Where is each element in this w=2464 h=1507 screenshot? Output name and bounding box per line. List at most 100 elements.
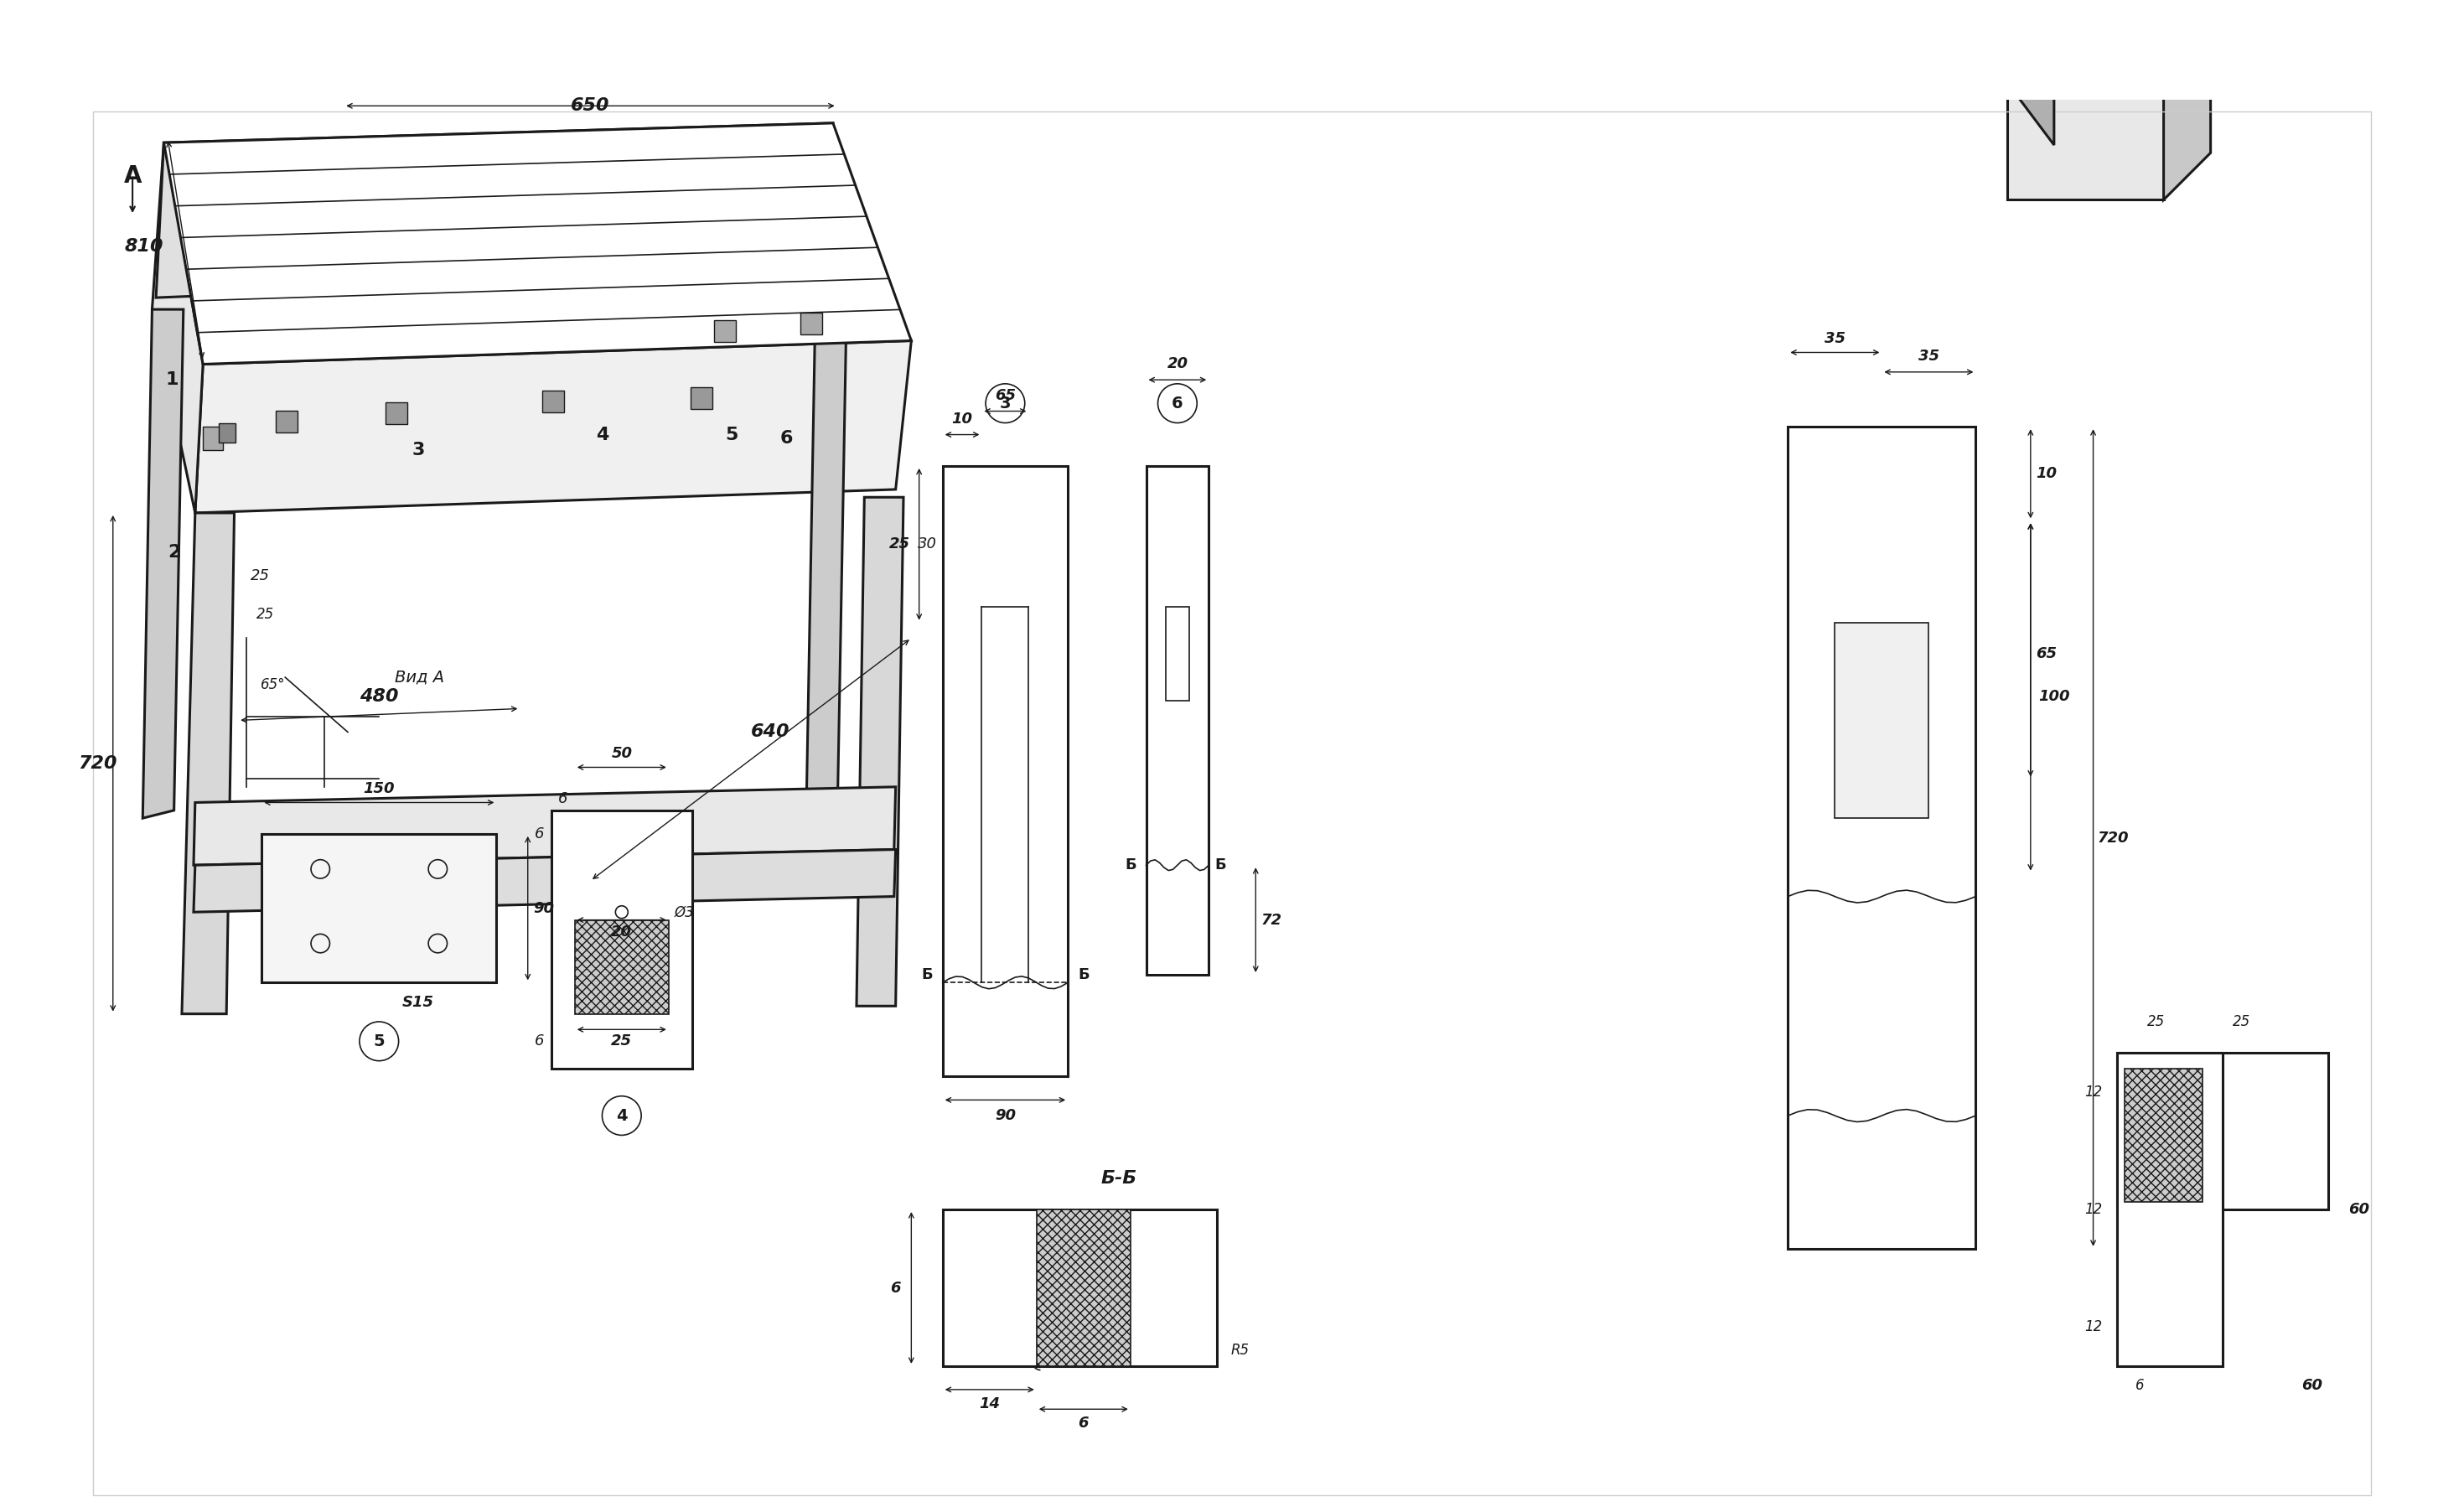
Text: 6: 6 (2136, 1377, 2144, 1392)
Text: 5: 5 (375, 1034, 384, 1049)
Text: S15: S15 (402, 995, 434, 1010)
Text: Вид A: Вид A (394, 669, 444, 686)
Text: Б: Б (1215, 857, 1227, 873)
Bar (276, 410, 298, 433)
Polygon shape (163, 124, 912, 365)
Text: 35: 35 (1823, 332, 1846, 347)
Text: 25: 25 (2232, 1014, 2250, 1029)
Bar (1789, 426, 1976, 1249)
Polygon shape (195, 341, 912, 512)
Text: 6: 6 (890, 1281, 902, 1296)
Text: 1: 1 (165, 371, 177, 389)
Text: A: A (123, 164, 140, 188)
Polygon shape (2008, 36, 2210, 83)
Bar (1037, 1210, 1131, 1367)
Bar (715, 321, 737, 342)
Text: 30: 30 (917, 536, 936, 552)
Polygon shape (2163, 36, 2210, 200)
Text: 6: 6 (535, 826, 545, 841)
Bar (261, 833, 495, 983)
Text: Ø3: Ø3 (675, 904, 695, 919)
Text: 5: 5 (724, 426, 737, 443)
Text: 3: 3 (411, 442, 424, 458)
Text: 20: 20 (1168, 357, 1188, 372)
Text: 14: 14 (978, 1395, 1000, 1411)
Text: 3: 3 (1000, 395, 1010, 411)
Text: 20: 20 (611, 924, 633, 939)
Text: 50: 50 (611, 746, 633, 761)
Bar (1146, 466, 1210, 975)
Bar (552, 811, 692, 1068)
Polygon shape (143, 309, 182, 818)
Text: 12: 12 (2085, 1320, 2102, 1335)
Text: 6: 6 (559, 791, 567, 806)
Text: 12: 12 (2085, 1203, 2102, 1218)
Bar (690, 387, 712, 408)
Text: 2: 2 (168, 544, 180, 561)
Polygon shape (155, 124, 833, 298)
Text: 6: 6 (1173, 395, 1183, 411)
Text: Б: Б (1077, 967, 1089, 983)
Text: 90: 90 (532, 901, 554, 916)
Polygon shape (192, 279, 899, 333)
Polygon shape (806, 279, 848, 803)
Bar (801, 312, 823, 335)
Text: 25: 25 (256, 607, 274, 622)
Text: Б-Б: Б-Б (1101, 1169, 1136, 1186)
Text: 100: 100 (2038, 689, 2070, 704)
Polygon shape (195, 787, 894, 865)
Text: 6: 6 (535, 1034, 545, 1049)
Polygon shape (153, 143, 202, 512)
Bar (1836, 622, 1929, 818)
Bar (542, 390, 564, 413)
Text: 12: 12 (2085, 1085, 2102, 1100)
Text: 4: 4 (616, 1108, 628, 1124)
Text: 90: 90 (995, 1108, 1015, 1123)
Text: Б: Б (1124, 857, 1136, 873)
Text: 480: 480 (360, 689, 399, 705)
Bar (944, 466, 1067, 1076)
Text: 640: 640 (752, 723, 791, 740)
Polygon shape (170, 154, 855, 206)
Text: 65: 65 (995, 387, 1015, 402)
Polygon shape (175, 185, 867, 238)
Text: 60: 60 (2301, 1377, 2324, 1392)
Text: 720: 720 (79, 755, 116, 772)
Polygon shape (2008, 36, 2055, 145)
Polygon shape (180, 217, 877, 270)
Polygon shape (197, 309, 912, 365)
Text: 10: 10 (2035, 466, 2057, 481)
Text: 25: 25 (611, 1034, 633, 1049)
Polygon shape (182, 512, 234, 1014)
Text: Б: Б (922, 967, 934, 983)
Bar (1165, 607, 1190, 701)
Text: 25: 25 (251, 568, 269, 583)
Text: 650: 650 (572, 98, 611, 115)
Text: 4: 4 (596, 426, 609, 443)
Text: 25: 25 (2146, 1014, 2166, 1029)
Text: 65: 65 (2035, 647, 2057, 662)
Text: 810: 810 (126, 238, 163, 255)
Bar (219, 423, 237, 443)
Bar (2117, 1053, 2328, 1210)
Text: 720: 720 (2097, 830, 2129, 845)
Text: 25: 25 (890, 536, 909, 552)
Bar (2117, 1053, 2223, 1367)
Text: 60: 60 (2348, 1203, 2370, 1218)
Text: 150: 150 (362, 781, 394, 796)
Text: 6: 6 (1079, 1415, 1089, 1430)
Polygon shape (163, 124, 845, 175)
Bar (574, 919, 668, 1014)
Text: 6: 6 (779, 429, 793, 448)
Polygon shape (857, 497, 904, 1007)
Polygon shape (187, 247, 890, 301)
Text: 10: 10 (951, 411, 973, 426)
Text: 65°: 65° (261, 678, 286, 693)
Bar (2124, 1068, 2203, 1201)
Polygon shape (195, 850, 894, 912)
Text: 35: 35 (1919, 348, 1939, 363)
Bar (384, 402, 407, 425)
Bar (202, 426, 222, 451)
Text: R5: R5 (1230, 1343, 1249, 1358)
Bar (944, 1210, 1217, 1367)
